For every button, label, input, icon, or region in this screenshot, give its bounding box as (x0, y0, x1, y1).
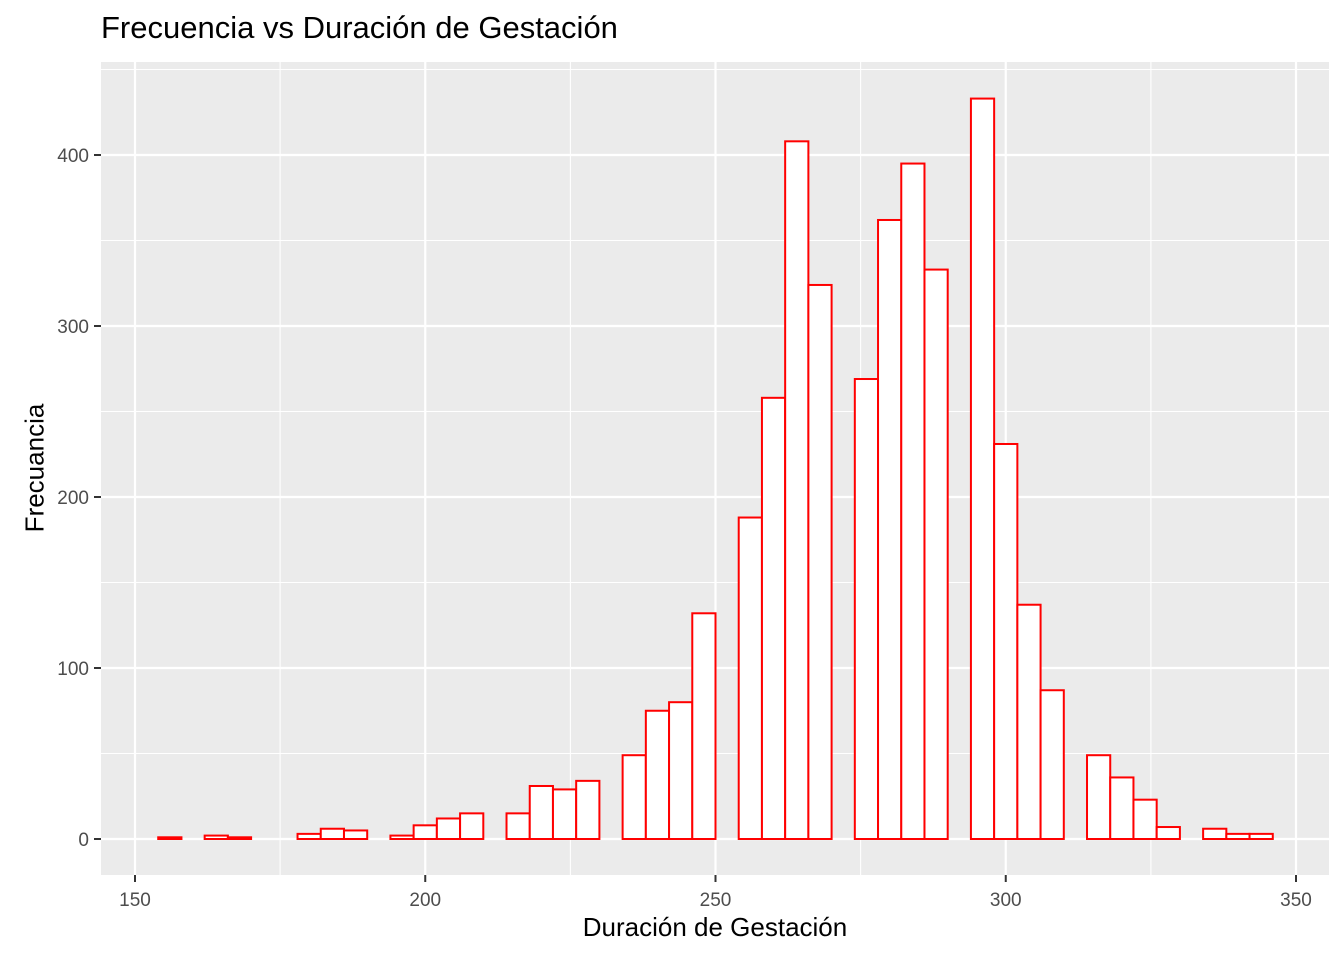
y-tick-label: 400 (57, 146, 89, 167)
x-axis: 150 200 250 300 350 (119, 875, 1312, 911)
histogram-bar (1039, 689, 1065, 840)
chart-title: Frecuencia vs Duración de Gestación (101, 10, 618, 45)
histogram-bar (691, 612, 717, 841)
histogram-bar (505, 812, 531, 840)
histogram-bar (1086, 754, 1112, 841)
histogram-bar (877, 218, 903, 841)
histogram-bar (203, 834, 229, 841)
x-tick-label: 200 (409, 890, 441, 911)
histogram-bar (226, 836, 253, 840)
histogram-bar (969, 97, 996, 840)
histogram-bar (644, 709, 671, 840)
histogram-bar (923, 268, 949, 840)
histogram-bar (319, 827, 345, 840)
histogram-bar (412, 824, 438, 841)
histogram-bar (435, 817, 462, 840)
x-tick-label: 150 (119, 890, 151, 911)
histogram-bar (853, 378, 880, 840)
y-axis: 0 100 200 300 400 (57, 146, 101, 851)
histogram-bars (157, 97, 1274, 841)
histogram-bar (459, 812, 485, 840)
histogram-bar (1109, 776, 1135, 841)
histogram-bar (621, 754, 647, 841)
y-tick-label: 200 (57, 488, 89, 509)
histogram-bar (993, 442, 1019, 840)
histogram-bar (1248, 832, 1274, 840)
histogram-bar (296, 832, 322, 840)
histogram-bar (1225, 832, 1251, 840)
histogram-bar (760, 396, 787, 840)
x-tick-label: 250 (700, 890, 732, 911)
histogram-bar (807, 283, 833, 840)
x-axis-label: Duración de Gestación (582, 912, 848, 942)
histogram-bar (900, 162, 926, 841)
histogram-bar (157, 836, 183, 840)
histogram-bar (389, 834, 415, 841)
histogram-bar (668, 701, 694, 841)
histogram-bar (528, 784, 554, 840)
histogram-bar (1155, 826, 1181, 841)
histogram-bar (1016, 603, 1042, 840)
histogram-bar (342, 829, 369, 841)
y-tick-label: 300 (57, 317, 89, 338)
histogram-bar (1132, 798, 1158, 840)
x-tick-label: 350 (1280, 890, 1312, 911)
histogram-bar (784, 140, 810, 840)
x-tick-label: 300 (990, 890, 1022, 911)
histogram-bar (1202, 827, 1228, 840)
histogram-bar (551, 788, 578, 840)
y-tick-label: 0 (78, 830, 89, 851)
y-tick-label: 100 (57, 659, 89, 680)
histogram-bar (575, 779, 601, 840)
histogram-bar (737, 516, 763, 841)
